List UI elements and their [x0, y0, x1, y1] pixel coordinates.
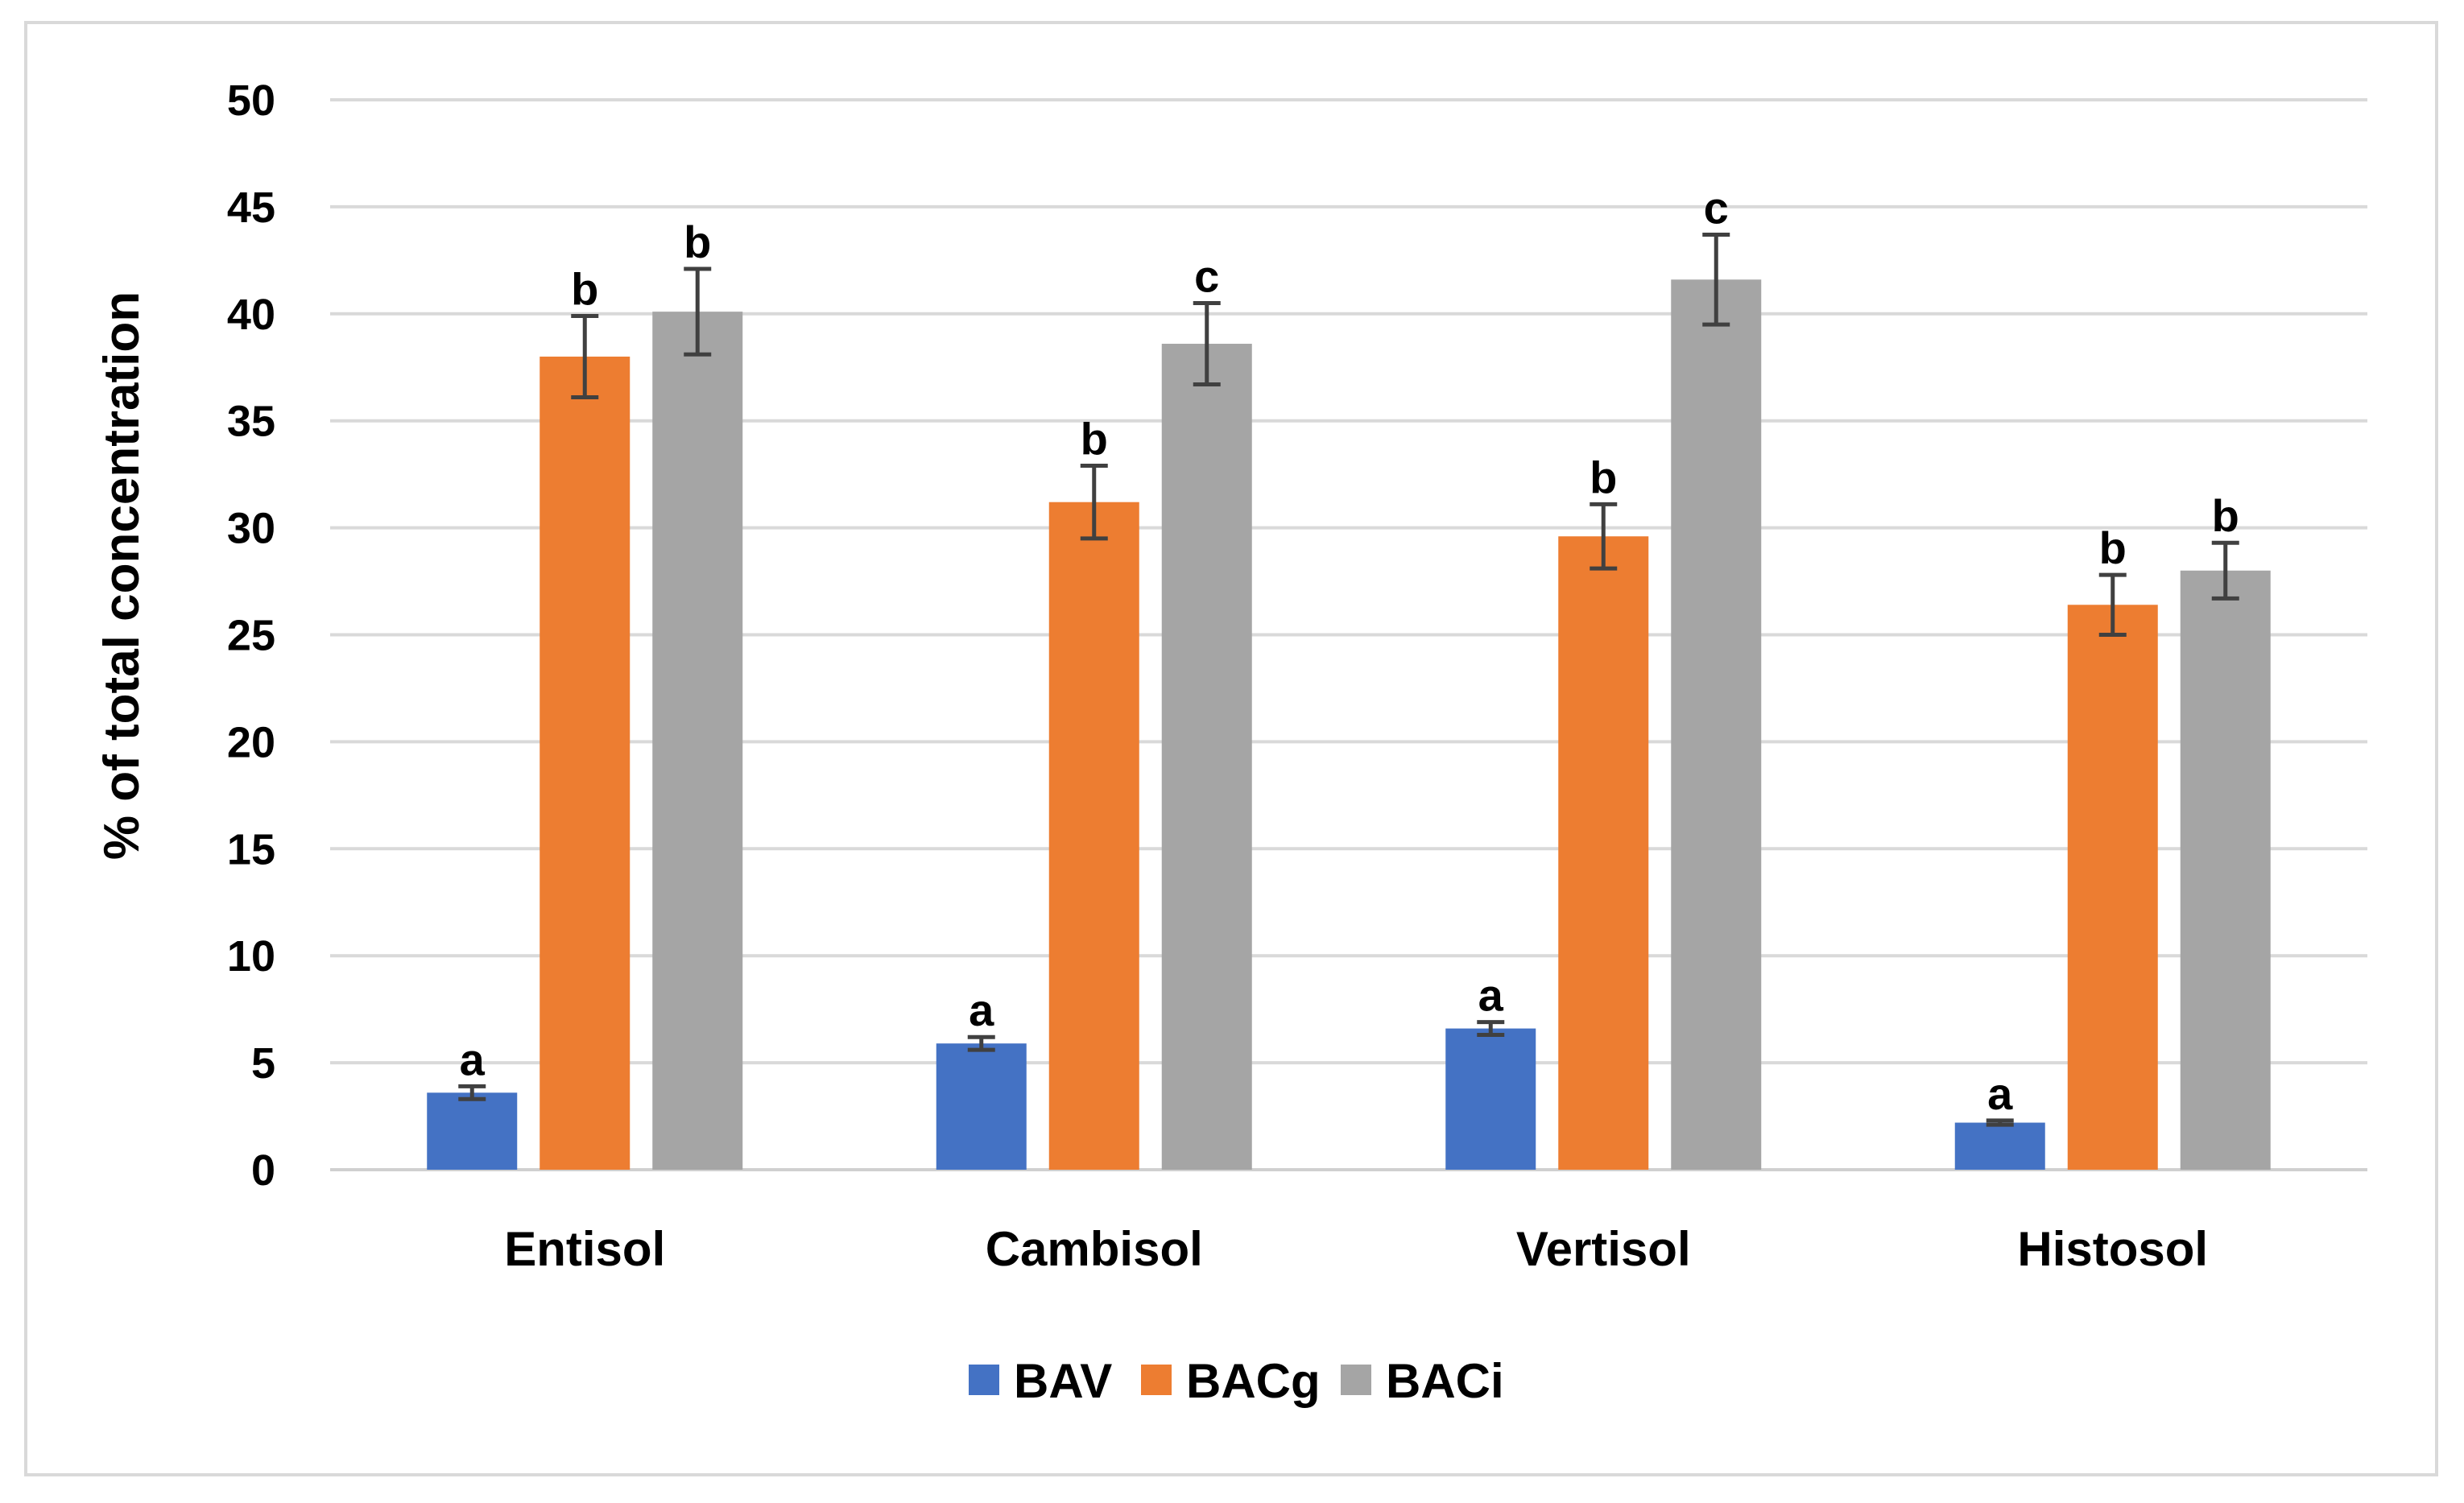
- legend-swatch-bav: [969, 1365, 999, 1395]
- bar-bav: [1445, 1028, 1536, 1170]
- legend-swatch-bacg: [1141, 1365, 1172, 1395]
- y-tick-label: 35: [227, 398, 275, 446]
- legend-label-bav: BAV: [1014, 1354, 1112, 1408]
- significance-letter: c: [1194, 251, 1219, 302]
- y-tick-label: 40: [227, 291, 275, 339]
- bar-baci: [1671, 279, 1762, 1171]
- bars: [427, 279, 2271, 1171]
- significance-letter: a: [460, 1034, 486, 1084]
- legend-label-baci: BACi: [1386, 1354, 1504, 1408]
- bar-baci: [652, 312, 743, 1171]
- y-tick-label: 50: [227, 76, 275, 125]
- category-label: Cambisol: [986, 1222, 1203, 1276]
- category-label: Histosol: [2017, 1222, 2208, 1276]
- significance-letter: b: [684, 217, 711, 267]
- significance-letter: c: [1704, 182, 1729, 233]
- significance-letter: b: [2099, 522, 2127, 573]
- bar-bav: [427, 1092, 518, 1170]
- category-label: Vertisol: [1516, 1222, 1691, 1276]
- y-tick-label: 25: [227, 612, 275, 660]
- significance-letter: a: [1478, 970, 1504, 1021]
- y-axis-ticks: 0 5 10 15 20 25 30 35 40 45 50: [227, 76, 275, 1195]
- y-tick-label: 45: [227, 184, 275, 232]
- legend-label-bacg: BACg: [1186, 1354, 1321, 1408]
- legend: BAV BACg BACi: [969, 1354, 1504, 1408]
- bar-bacg: [1048, 502, 1139, 1170]
- significance-letter: b: [1081, 414, 1108, 465]
- significance-letter: b: [571, 263, 598, 314]
- significance-letter: a: [1987, 1068, 2013, 1119]
- y-tick-label: 30: [227, 505, 275, 553]
- significance-letter: b: [1590, 452, 1617, 502]
- y-tick-label: 20: [227, 718, 275, 766]
- y-tick-label: 5: [251, 1039, 275, 1088]
- significance-letters: a b b a b c a b c a b b: [460, 182, 2239, 1118]
- significance-letter: a: [969, 985, 994, 1035]
- y-tick-label: 0: [251, 1146, 275, 1195]
- y-tick-label: 10: [227, 932, 275, 981]
- bar-baci: [2180, 570, 2271, 1170]
- x-axis-categories: Entisol Cambisol Vertisol Histosol: [504, 1222, 2208, 1276]
- bar-bacg: [2067, 605, 2158, 1170]
- significance-letter: b: [2212, 490, 2239, 541]
- legend-swatch-baci: [1341, 1365, 1371, 1395]
- bar-bav: [936, 1043, 1027, 1170]
- bar-bav: [1954, 1122, 2045, 1170]
- y-axis-label: % of total concentration: [94, 291, 150, 860]
- y-tick-label: 15: [227, 825, 275, 873]
- bar-bacg: [1558, 536, 1649, 1170]
- category-label: Entisol: [504, 1222, 665, 1276]
- error-bars: [458, 232, 2239, 1127]
- gridlines: [330, 98, 2367, 1171]
- bar-baci: [1161, 344, 1252, 1171]
- bar-bacg: [540, 356, 630, 1171]
